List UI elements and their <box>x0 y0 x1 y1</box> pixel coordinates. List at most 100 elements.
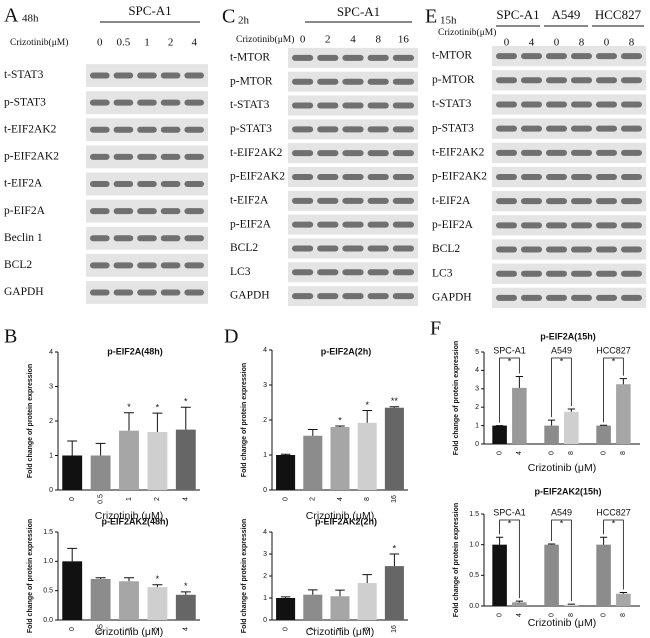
lane-label: 2 <box>325 34 331 46</box>
bar <box>544 544 559 606</box>
blot-band <box>596 198 617 205</box>
protein-label: BCL2 <box>230 242 258 254</box>
protein-label: t-EIF2A <box>230 194 269 206</box>
error-bar <box>95 577 106 579</box>
dose-label: Crizotinib(μM) <box>10 37 68 48</box>
bar <box>596 544 611 606</box>
significance-mark: * <box>127 402 131 412</box>
blot-band <box>521 222 542 229</box>
blot-band <box>621 198 642 205</box>
blot-strip <box>492 94 646 115</box>
blot-band <box>367 269 389 276</box>
x-tick-label: 8 <box>620 451 627 455</box>
blot-band <box>621 222 642 229</box>
x-tick-label: 0 <box>548 451 555 455</box>
comparison-bracket <box>551 519 572 602</box>
bar <box>512 602 527 606</box>
blot-band <box>621 149 642 156</box>
protein-label: t-STAT3 <box>230 99 270 111</box>
lane-label: 0 <box>97 37 103 49</box>
panel-letter: A <box>4 5 19 27</box>
error-bar <box>515 375 523 388</box>
blot-band <box>496 149 517 156</box>
dose-label: Crizotinib(μM) <box>438 27 496 38</box>
x-tick-label: 0 <box>282 627 289 631</box>
error-bar <box>180 406 191 430</box>
y-axis-label: Fold change of protein expression <box>241 519 248 633</box>
protein-label: t-MTOR <box>432 50 472 62</box>
blot-band <box>292 102 314 109</box>
x-tick-label: 4 <box>183 497 190 501</box>
blot-band <box>496 222 517 229</box>
error-bar <box>362 410 372 423</box>
bar <box>90 578 111 620</box>
y-tick-label: 0.5 <box>43 588 53 595</box>
y-tick-label: 1.0 <box>469 542 479 549</box>
blot-band <box>160 208 181 215</box>
blot-band <box>571 198 592 205</box>
y-tick-label: 1.5 <box>43 529 53 536</box>
blot-band <box>317 126 339 133</box>
lane-label: 16 <box>398 34 410 46</box>
blot-band <box>160 153 181 160</box>
bar <box>616 384 631 444</box>
blot-band <box>546 294 567 301</box>
blot-band <box>90 181 110 187</box>
blot-band <box>342 221 364 228</box>
blot-band <box>317 197 339 204</box>
cell-line-label: SPC-A1 <box>496 7 539 22</box>
y-axis-label: Fold change of protein expression <box>27 519 34 633</box>
blot-band <box>596 270 617 277</box>
blot-band <box>367 221 389 228</box>
blot-band <box>160 235 181 242</box>
error-bar <box>567 408 575 412</box>
y-axis-label: Fold change of protein expression <box>453 341 460 455</box>
y-axis-label: Fold change of protein expression <box>453 503 460 617</box>
blot-band <box>621 294 642 301</box>
blot-band <box>367 245 389 252</box>
blot-band <box>621 101 642 108</box>
blot-band <box>160 262 181 269</box>
blot-band <box>571 270 592 277</box>
panel-letter: C <box>222 6 235 28</box>
group-label: A549 <box>551 345 572 355</box>
blot-band <box>342 150 364 157</box>
blot-strip <box>492 191 646 212</box>
x-tick-label: 0 <box>600 451 607 455</box>
blot-band <box>342 54 364 61</box>
significance-mark: * <box>560 518 564 528</box>
blot-band <box>546 246 567 253</box>
group-label: SPC-A1 <box>493 507 526 517</box>
error-bar <box>180 591 191 595</box>
blot-band <box>596 294 617 301</box>
blot-band <box>113 72 134 79</box>
y-tick-label: 3 <box>475 386 479 393</box>
error-bar <box>308 589 318 595</box>
blot-band <box>113 262 134 269</box>
dose-label: Crizotinib(μM) <box>236 34 294 45</box>
blot-band <box>137 126 157 133</box>
blot-band <box>596 53 617 60</box>
blot-band <box>184 262 204 269</box>
bar <box>276 455 296 490</box>
y-tick-label: 1.0 <box>43 558 53 565</box>
x-tick-label: 0.5 <box>97 624 104 634</box>
blot-band <box>90 126 110 133</box>
error-bar <box>335 425 345 427</box>
blot-band <box>392 54 414 61</box>
blot-band <box>137 181 157 187</box>
blot-band <box>367 78 389 85</box>
blot-band <box>317 221 339 228</box>
x-axis-label: Crizotinib (μM) <box>306 510 374 522</box>
blot-band <box>317 174 339 180</box>
blot-band <box>392 150 414 157</box>
blot-band <box>392 102 414 109</box>
blot-band <box>90 208 110 215</box>
blot-band <box>596 101 617 108</box>
blot-band <box>392 174 414 180</box>
bar <box>330 427 350 490</box>
blot-band <box>137 99 157 106</box>
lane-label: 2 <box>168 37 174 49</box>
bar <box>492 544 507 606</box>
bar <box>564 604 579 606</box>
